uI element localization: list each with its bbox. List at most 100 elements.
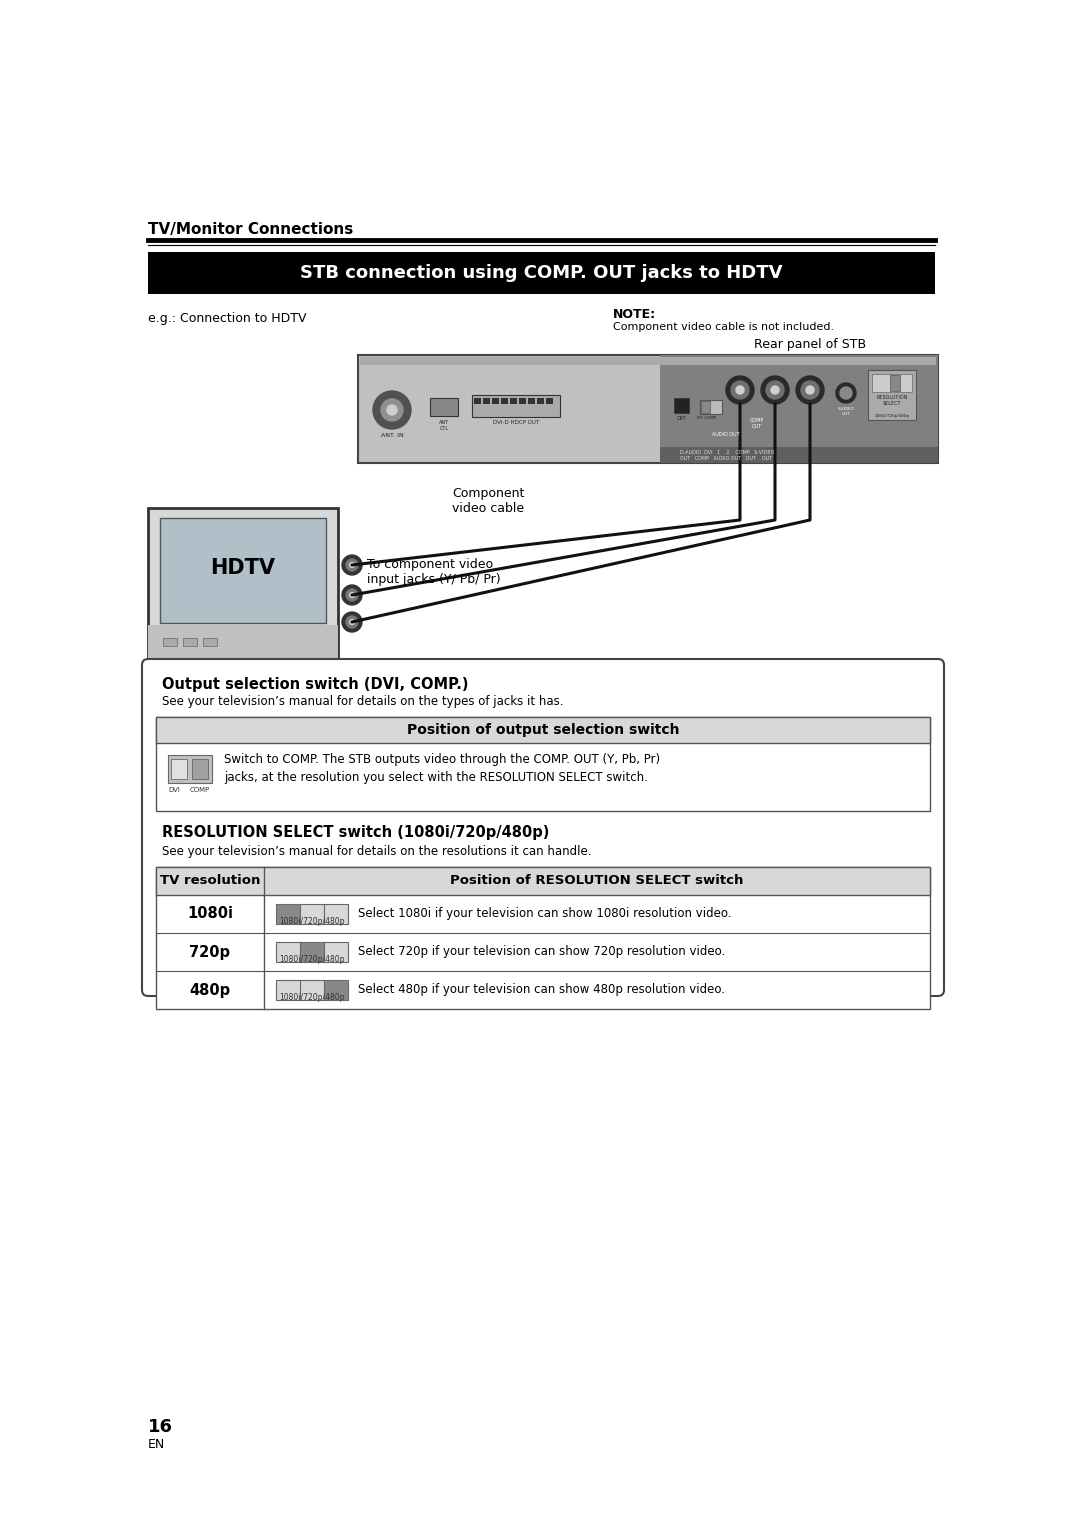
Text: 1080i/720p/480p: 1080i/720p/480p — [280, 955, 345, 964]
Text: OUT   COMP   AUDIO OUT   OUT    OUT: OUT COMP AUDIO OUT OUT OUT — [680, 455, 772, 461]
Bar — [156, 866, 930, 895]
Circle shape — [387, 405, 397, 416]
Text: TV/Monitor Connections: TV/Monitor Connections — [148, 222, 353, 237]
Bar — [171, 759, 187, 779]
Text: 16: 16 — [148, 1418, 173, 1436]
Circle shape — [342, 613, 362, 633]
Bar — [148, 625, 338, 663]
Circle shape — [350, 593, 354, 597]
Circle shape — [346, 616, 357, 628]
Text: COMP: COMP — [190, 787, 211, 793]
Circle shape — [801, 380, 819, 399]
Text: 1080i/720p/480p: 1080i/720p/480p — [280, 917, 345, 926]
Bar — [324, 979, 348, 999]
Bar — [148, 252, 935, 293]
Text: Select 720p if your television can show 720p resolution video.: Select 720p if your television can show … — [357, 946, 726, 958]
Circle shape — [346, 559, 357, 571]
Bar — [300, 941, 324, 963]
Bar — [148, 507, 338, 663]
Bar — [528, 397, 535, 403]
Text: S-VIDEO
OUT: S-VIDEO OUT — [838, 406, 854, 416]
Text: 720p: 720p — [189, 944, 230, 960]
Bar — [163, 639, 177, 646]
Bar — [660, 354, 939, 463]
Text: ANT
CTL: ANT CTL — [438, 420, 449, 431]
Circle shape — [350, 619, 354, 625]
Bar — [430, 397, 458, 416]
Text: RESOLUTION SELECT switch (1080i/720p/480p): RESOLUTION SELECT switch (1080i/720p/480… — [162, 825, 550, 840]
Circle shape — [381, 399, 403, 422]
Circle shape — [836, 384, 856, 403]
Bar — [492, 397, 499, 403]
Bar — [276, 905, 300, 924]
Bar — [701, 400, 710, 413]
Circle shape — [735, 387, 744, 394]
Bar — [472, 396, 561, 417]
Circle shape — [342, 585, 362, 605]
Text: Position of RESOLUTION SELECT switch: Position of RESOLUTION SELECT switch — [450, 874, 744, 888]
Text: 1080i/720p/480p: 1080i/720p/480p — [875, 414, 909, 419]
Text: EN: EN — [148, 1438, 165, 1452]
Bar — [674, 397, 689, 413]
Circle shape — [796, 376, 824, 403]
Text: ANT. IN: ANT. IN — [380, 432, 403, 439]
Text: D.AUDIO  DVI   1    2    COMP   S-VIDEO: D.AUDIO DVI 1 2 COMP S-VIDEO — [680, 451, 774, 455]
Text: HDTV: HDTV — [211, 558, 275, 578]
Bar — [156, 866, 930, 1008]
Text: DV COMP: DV COMP — [697, 416, 716, 420]
FancyBboxPatch shape — [141, 659, 944, 996]
Bar — [200, 677, 286, 685]
Bar — [156, 717, 930, 743]
Bar — [890, 374, 900, 391]
Bar — [357, 354, 939, 463]
Text: NOTE:: NOTE: — [613, 309, 657, 321]
Bar — [276, 979, 348, 999]
Text: Switch to COMP. The STB outputs video through the COMP. OUT (Y, Pb, Pr)
jacks, a: Switch to COMP. The STB outputs video th… — [224, 753, 660, 784]
Text: DVI-D HDCP OUT: DVI-D HDCP OUT — [492, 420, 539, 425]
Bar — [537, 397, 544, 403]
Bar — [868, 370, 916, 420]
Text: To component video
input jacks (Y/ Pb/ Pr): To component video input jacks (Y/ Pb/ P… — [367, 558, 501, 587]
Bar — [276, 905, 348, 924]
Bar — [183, 639, 197, 646]
Bar — [156, 717, 930, 811]
Text: Select 1080i if your television can show 1080i resolution video.: Select 1080i if your television can show… — [357, 908, 731, 920]
Text: Position of output selection switch: Position of output selection switch — [407, 723, 679, 736]
Text: 1080i: 1080i — [187, 906, 233, 921]
Text: Select 480p if your television can show 480p resolution video.: Select 480p if your television can show … — [357, 984, 725, 996]
Bar — [220, 663, 266, 677]
Bar — [519, 397, 526, 403]
Text: Component video cable is not included.: Component video cable is not included. — [613, 322, 834, 332]
Bar — [510, 397, 517, 403]
Circle shape — [726, 376, 754, 403]
Text: Output selection switch (DVI, COMP.): Output selection switch (DVI, COMP.) — [162, 677, 469, 692]
Circle shape — [350, 562, 354, 567]
Bar — [276, 941, 348, 963]
Bar — [872, 374, 912, 393]
Bar — [474, 397, 481, 403]
Circle shape — [373, 391, 411, 429]
Text: STB connection using COMP. OUT jacks to HDTV: STB connection using COMP. OUT jacks to … — [300, 264, 782, 283]
Bar — [546, 397, 553, 403]
Text: See your television’s manual for details on the resolutions it can handle.: See your television’s manual for details… — [162, 845, 592, 859]
Circle shape — [346, 588, 357, 601]
Text: COMP
OUT: COMP OUT — [750, 419, 765, 429]
Text: Rear panel of STB: Rear panel of STB — [754, 338, 866, 351]
Text: See your television’s manual for details on the types of jacks it has.: See your television’s manual for details… — [162, 695, 564, 707]
Text: RESOLUTION
SELECT: RESOLUTION SELECT — [876, 396, 907, 406]
Bar — [501, 397, 508, 403]
Bar — [483, 397, 490, 403]
Text: OPT: OPT — [677, 416, 687, 422]
Circle shape — [761, 376, 789, 403]
Text: e.g.: Connection to HDTV: e.g.: Connection to HDTV — [148, 312, 307, 325]
Text: AUDIO OUT: AUDIO OUT — [712, 432, 740, 437]
Bar — [192, 759, 208, 779]
Text: 1080i/720p/480p: 1080i/720p/480p — [280, 993, 345, 1002]
Circle shape — [766, 380, 784, 399]
Circle shape — [806, 387, 814, 394]
Bar — [360, 358, 936, 365]
Bar — [168, 755, 212, 782]
Circle shape — [771, 387, 779, 394]
Bar — [700, 400, 723, 414]
Text: Component
video cable: Component video cable — [451, 487, 524, 515]
